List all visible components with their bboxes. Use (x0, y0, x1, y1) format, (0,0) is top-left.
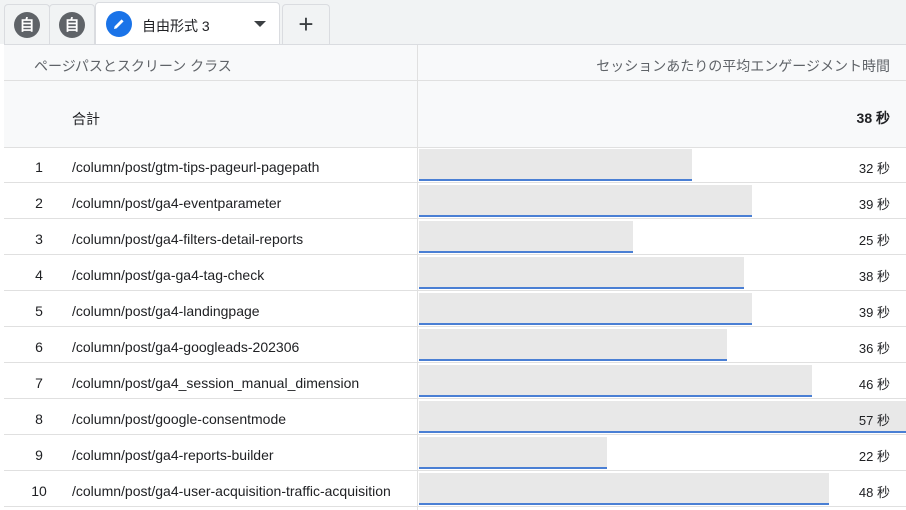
table-row[interactable]: 2/column/post/ga4-eventparameter 39 秒 (4, 183, 906, 219)
column-divider (417, 45, 418, 510)
table-row[interactable]: 1/column/post/gtm-tips-pageurl-pagepath 3… (4, 147, 906, 183)
page-path[interactable]: /column/post/gtm-tips-pageurl-pagepath (72, 159, 320, 175)
page-path[interactable]: /column/post/google-consentmode (72, 411, 287, 427)
row-index: 1 (35, 159, 43, 175)
tab-bar: 自 自 自由形式 3 + (0, 0, 906, 44)
value-bar (419, 221, 633, 253)
data-table: ページパスとスクリーン クラス セッションあたりの平均エンゲージメント時間 合計… (4, 44, 906, 510)
table-row[interactable]: 6/column/post/ga4-googleads-202306 36 秒 (4, 327, 906, 363)
pencil-icon (106, 11, 132, 37)
table-row[interactable]: 10/column/post/ga4-user-acquisition-traf… (4, 471, 906, 507)
table-row[interactable]: 5/column/post/ga4-landingpage 39 秒 (4, 291, 906, 327)
table-row[interactable]: 9/column/post/ga4-reports-builder 22 秒 (4, 435, 906, 471)
table-row[interactable]: 4/column/post/ga-ga4-tag-check 38 秒 (4, 255, 906, 291)
total-value: 38 秒 (856, 110, 890, 126)
metric-header[interactable]: セッションあたりの平均エンゲージメント時間 (596, 58, 890, 74)
table-row[interactable]: 8/column/post/google-consentmode 57 秒 (4, 399, 906, 435)
engagement-time-value: 57 秒 (858, 413, 890, 428)
engagement-time-value: 32 秒 (858, 161, 890, 176)
page-path[interactable]: /column/post/ga4-user-acquisition-traffi… (72, 483, 391, 499)
auto-report-icon: 自 (14, 11, 40, 38)
page-path[interactable]: /column/post/ga4-googleads-202306 (72, 339, 300, 355)
engagement-time-value: 39 秒 (858, 197, 890, 212)
engagement-time-value: 36 秒 (858, 341, 890, 356)
total-row: 合計 38 秒 (4, 81, 906, 148)
table-row[interactable]: 3/column/post/ga4-filters-detail-reports… (4, 219, 906, 255)
page-path[interactable]: /column/post/ga4_session_manual_dimensio… (72, 375, 360, 391)
value-bar (419, 149, 692, 181)
row-index: 7 (35, 375, 43, 391)
engagement-time-value: 39 秒 (858, 305, 890, 320)
page-path[interactable]: /column/post/ga4-reports-builder (72, 447, 274, 463)
table-row[interactable]: 7/column/post/ga4_session_manual_dimensi… (4, 363, 906, 399)
row-index: 6 (35, 339, 43, 355)
engagement-time-value: 22 秒 (858, 449, 890, 464)
tab-freeform-3[interactable]: 自由形式 3 (95, 2, 280, 44)
add-tab-button[interactable]: + (282, 4, 330, 44)
engagement-time-value: 25 秒 (858, 233, 890, 248)
total-label: 合計 (72, 111, 100, 127)
row-index: 8 (35, 411, 43, 427)
value-bar (419, 185, 752, 217)
row-index: 3 (35, 231, 43, 247)
auto-report-icon: 自 (59, 11, 85, 38)
page-path[interactable]: /column/post/ga4-landingpage (72, 303, 260, 319)
value-bar (419, 293, 752, 325)
row-index: 10 (31, 483, 47, 499)
value-bar (419, 257, 744, 289)
engagement-time-value: 48 秒 (858, 485, 890, 500)
tab-label: 自由形式 3 (142, 18, 210, 34)
tab-automatic-2[interactable]: 自 (49, 4, 95, 44)
tab-automatic-1[interactable]: 自 (4, 4, 50, 44)
page-path[interactable]: /column/post/ga-ga4-tag-check (72, 267, 265, 283)
value-bar (419, 437, 607, 469)
engagement-time-value: 38 秒 (858, 269, 890, 284)
row-index: 5 (35, 303, 43, 319)
engagement-time-value: 46 秒 (858, 377, 890, 392)
table-body: 1/column/post/gtm-tips-pageurl-pagepath 3… (4, 147, 906, 507)
plus-icon: + (298, 9, 314, 39)
page-path[interactable]: /column/post/ga4-eventparameter (72, 195, 282, 211)
row-index: 4 (35, 267, 43, 283)
value-bar (419, 473, 829, 505)
dimension-header[interactable]: ページパスとスクリーン クラス (34, 58, 232, 74)
value-bar (419, 365, 812, 397)
value-bar (419, 329, 727, 361)
table-header: ページパスとスクリーン クラス セッションあたりの平均エンゲージメント時間 (4, 45, 906, 81)
page-path[interactable]: /column/post/ga4-filters-detail-reports (72, 231, 304, 247)
value-bar (419, 401, 906, 433)
row-index: 9 (35, 447, 43, 463)
row-index: 2 (35, 195, 43, 211)
chevron-down-icon[interactable] (254, 21, 266, 27)
